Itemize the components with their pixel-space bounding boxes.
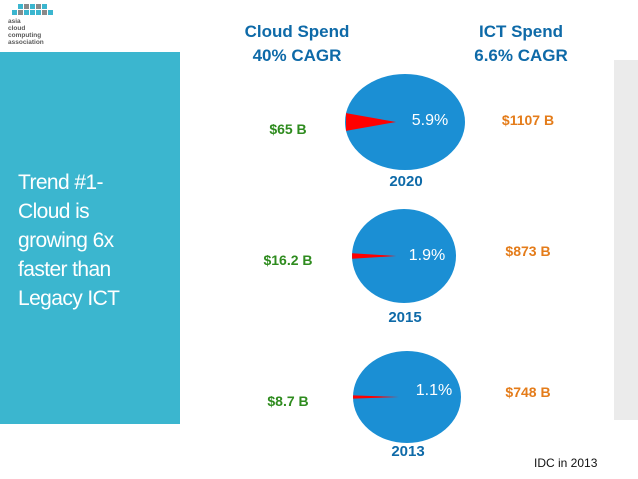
chart-2015-pie [352, 209, 456, 303]
ict-spend-title: ICT Spend [478, 22, 564, 41]
chart-2013-year-label: 2013 [391, 443, 424, 460]
right-edge-bar [614, 60, 638, 420]
cloud-spend-title: Cloud Spend [244, 22, 350, 41]
chart-2013-share-label: 1.1% [416, 382, 452, 399]
logo-line: asia [8, 18, 21, 25]
chart-2015-cloud-value: $16.2 B [263, 252, 312, 268]
cloud-spend-cagr: 40% CAGR [252, 46, 342, 65]
chart-2013-pie [353, 351, 461, 443]
chart-2020-year-label: 2020 [389, 173, 422, 190]
chart-2015-cloud-slice [352, 253, 397, 259]
logo-line: association [8, 39, 44, 46]
chart-2013-ict-value: $748 B [505, 384, 550, 400]
slide-title-line: Legacy ICT [18, 287, 120, 310]
cloud-spend-header: Cloud Spend 40% CAGR [222, 20, 372, 68]
chart-2020-pie [345, 74, 465, 170]
slide-title-line: growing 6x [18, 229, 114, 252]
chart-2015-ict-value: $873 B [505, 243, 550, 259]
slide-title: Trend #1- Cloud is growing 6x faster tha… [18, 168, 168, 313]
association-logo: asia cloud computing association [4, 2, 60, 50]
sidebar-panel [0, 52, 180, 424]
slide-title-line: Trend #1- [18, 171, 103, 194]
chart-2020-cloud-slice [346, 113, 396, 131]
chart-2013-cloud-value: $8.7 B [267, 393, 308, 409]
ict-spend-cagr: 6.6% CAGR [474, 46, 568, 65]
slide-title-line: Cloud is [18, 200, 90, 223]
logo-line: computing [8, 32, 42, 39]
chart-2020-ict-value: $1107 B [502, 112, 554, 128]
logo-line: cloud [8, 25, 26, 32]
chart-2015-share-label: 1.9% [409, 247, 445, 264]
chart-2015-year-label: 2015 [388, 309, 421, 326]
chart-2013-cloud-slice [353, 395, 399, 399]
logo-squares-icon [12, 4, 53, 15]
chart-2020-cloud-value: $65 B [269, 121, 306, 137]
logo-wordmark: asia cloud computing association [8, 18, 44, 46]
ict-spend-header: ICT Spend 6.6% CAGR [446, 20, 596, 68]
slide-title-line: faster than [18, 258, 111, 281]
chart-2020-share-label: 5.9% [412, 112, 448, 129]
source-note: IDC in 2013 [534, 456, 598, 470]
